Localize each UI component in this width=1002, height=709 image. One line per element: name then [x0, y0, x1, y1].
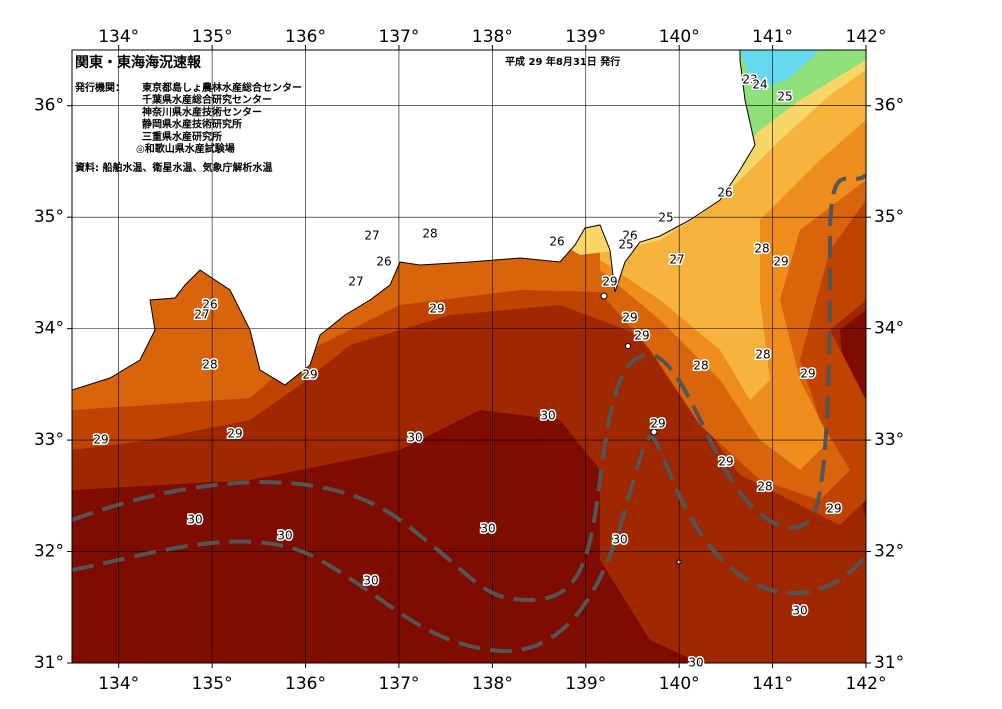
temperature-field: [72, 50, 866, 663]
current-axis: [72, 173, 866, 603]
contour-label: 28: [693, 359, 708, 373]
lat-label: 32°: [34, 542, 64, 562]
issuer-label: 発行機関：: [74, 81, 125, 94]
issuer: ◎和歌山県水産試験場: [136, 142, 235, 155]
data-source: 資料: 船舶水温、衛星水温、気象庁解析水温: [75, 161, 272, 174]
contour-label: 30: [407, 431, 422, 445]
contour-label: 28: [202, 358, 217, 372]
issue-date: 平成 29 年8月31日 発行: [505, 55, 620, 68]
lon-label: 142°: [846, 27, 887, 47]
lon-label: 135°: [192, 27, 233, 47]
lon-label: 135°: [192, 674, 233, 694]
contour-label: 24: [752, 78, 767, 92]
contour-label: 25: [777, 90, 792, 104]
lon-label: 134°: [98, 27, 139, 47]
lon-label: 136°: [285, 27, 326, 47]
lon-label: 140°: [659, 27, 700, 47]
issuer: 千葉県水産総合研究センター: [142, 93, 272, 106]
contour-label: 28: [754, 242, 769, 256]
contour-label: 29: [826, 502, 841, 516]
contour-label: 23: [742, 73, 757, 87]
contour-label: 30: [792, 604, 807, 618]
lat-label: 34°: [34, 319, 64, 339]
island: [650, 428, 658, 436]
contour-label: 26: [549, 235, 564, 249]
land: [72, 50, 756, 391]
issuer: 東京都島しょ農林水産総合センター: [142, 81, 302, 94]
island: [625, 343, 631, 349]
map-title: 関東・東海海況速報: [75, 54, 202, 71]
warm-region: [72, 410, 700, 663]
lon-label: 139°: [565, 674, 606, 694]
contour-label: 30: [612, 533, 627, 547]
lon-label: 141°: [752, 674, 793, 694]
contour-label: 29: [93, 433, 108, 447]
lon-label: 134°: [98, 674, 139, 694]
graticule: [72, 50, 866, 663]
current-axis: [72, 434, 866, 654]
contour-label: 27: [348, 275, 363, 289]
contour-label: 29: [429, 302, 444, 316]
lon-label: 137°: [378, 27, 419, 47]
lat-label: 31°: [34, 653, 64, 673]
lon-label: 138°: [472, 674, 513, 694]
contour-label: 29: [650, 417, 665, 431]
lat-label: 33°: [34, 430, 64, 450]
lon-label: 139°: [565, 27, 606, 47]
contour-label: 29: [800, 367, 815, 381]
contour-label: 26: [376, 255, 391, 269]
lon-label: 137°: [378, 674, 419, 694]
contour-label: 29: [602, 275, 617, 289]
contour-label: 28: [755, 348, 770, 362]
issuer: 三重県水産研究所: [142, 130, 222, 143]
contour-label: 30: [688, 656, 703, 670]
issuer: 神奈川県水産技術センター: [142, 105, 262, 118]
lon-label: 142°: [846, 674, 887, 694]
contour-label: 29: [302, 368, 317, 382]
lon-label: 138°: [472, 27, 513, 47]
contour-label: 27: [194, 308, 209, 322]
contour-label: 26: [717, 186, 732, 200]
lon-label: 136°: [285, 674, 326, 694]
contour-label: 30: [187, 513, 202, 527]
lat-label: 31°: [874, 653, 904, 673]
contour-label: 30: [480, 522, 495, 536]
contour-label: 25: [618, 238, 633, 252]
lat-label: 33°: [874, 430, 904, 450]
map-frame: [71, 49, 867, 664]
lon-label: 141°: [752, 27, 793, 47]
contour-label: 29: [227, 427, 242, 441]
lat-label: 35°: [34, 207, 64, 227]
issuer: 静岡県水産技術研究所: [142, 118, 242, 131]
contour-label: 27: [669, 253, 684, 267]
contour-label: 27: [364, 229, 379, 243]
contour-label: 29: [773, 255, 788, 269]
temp-band: [740, 50, 820, 92]
contour-label: 30: [363, 574, 378, 588]
contour-label: 29: [718, 455, 733, 469]
lat-label: 32°: [874, 542, 904, 562]
island: [600, 292, 608, 300]
contour-label: 29: [634, 329, 649, 343]
contour-label: 30: [540, 409, 555, 423]
lat-label: 35°: [874, 207, 904, 227]
contour-label: 26: [622, 229, 637, 243]
contour-label: 29: [622, 311, 637, 325]
lat-label: 36°: [34, 96, 64, 116]
lat-label: 34°: [874, 319, 904, 339]
contour-label: 28: [422, 227, 437, 241]
lat-label: 36°: [874, 96, 904, 116]
contour-label: 25: [658, 211, 673, 225]
contour-label: 28: [757, 480, 772, 494]
contour-label: 30: [277, 529, 292, 543]
contour-label: 26: [202, 298, 217, 312]
lon-label: 140°: [659, 674, 700, 694]
